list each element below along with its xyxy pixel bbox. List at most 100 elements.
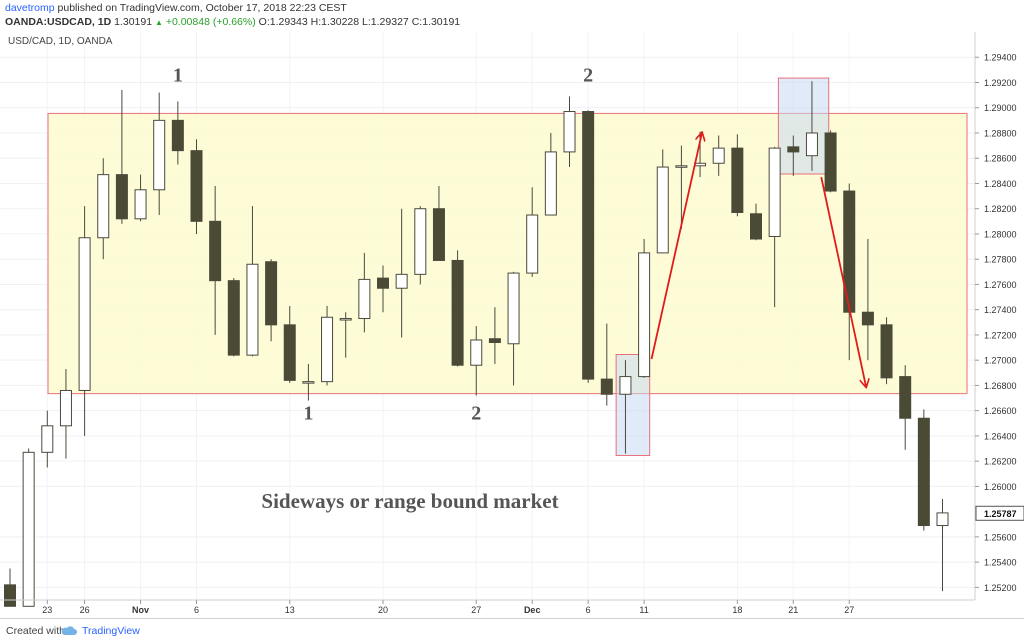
candle-bull [134,189,147,220]
chart-title: USD/CAD, 1D, OANDA [8,36,113,47]
candle-bear [209,220,222,282]
candle-bear [115,174,128,220]
swing-label: 1 [303,403,313,425]
author-link[interactable]: davetromp [5,2,55,14]
symbol-name: OANDA:USDCAD, 1D [5,16,112,28]
low-label: L: [362,16,371,28]
up-arrow-icon: ▲ [154,18,163,27]
y-tick-label: 1.25200 [984,583,1017,593]
candle-bull [97,174,110,239]
candle-bull [153,119,166,191]
created-with-label: Created with [6,625,65,637]
candle-bull [22,451,35,607]
candle-bull [768,147,781,237]
y-tick-label: 1.27000 [984,356,1017,366]
y-tick-label: 1.28800 [984,128,1017,138]
candle-bull [638,252,651,378]
y-tick-label: 1.27800 [984,255,1017,265]
y-tick-label: 1.25600 [984,532,1017,542]
candle-bear [600,378,613,395]
open-label: O: [258,16,270,28]
annotations: 1 2 1 2 [173,64,866,425]
swing-label: 2 [583,64,593,86]
candle-bear [917,417,930,527]
swing-label: 1 [173,64,183,86]
last-price-label: 1.25787 [984,509,1017,519]
candles [4,81,949,607]
candle-bear [488,338,501,344]
x-tick-label: 20 [378,605,388,615]
x-tick-label: 6 [586,605,591,615]
candle-bear [582,111,595,380]
candle-bull [675,165,688,168]
x-tick-label: Dec [524,605,541,615]
candle-bull [805,132,818,157]
y-tick-label: 1.26000 [984,482,1017,492]
x-axis[interactable]: 23 26 Nov 6 13 20 27 Dec 6 11 18 21 27 [42,600,854,615]
high-label: H: [310,16,322,28]
range-annotation: Sideways or range bound market [261,489,558,513]
x-tick-label: 21 [788,605,798,615]
candle-bear [880,324,893,379]
candle-bull [712,147,725,164]
candle-bull [321,316,334,383]
candle-bull [302,381,315,384]
low-value: 1.29327 [370,16,409,28]
candle-bull [358,278,371,320]
candle-bull [78,237,91,391]
high-value: 1.30228 [321,16,360,28]
x-tick-label: 13 [285,605,295,615]
price-change: +0.00848 (+0.66%) [165,16,256,28]
x-tick-label: 18 [732,605,742,615]
candle-bear [824,132,837,192]
candle-bull [414,208,427,275]
y-tick-label: 1.27200 [984,330,1017,340]
close-value: 1.30191 [422,16,461,28]
tradingview-link[interactable]: TradingView [82,625,140,637]
close-label: C: [411,16,423,28]
y-tick-label: 1.27400 [984,305,1017,315]
highlight-box [777,77,830,175]
candle-bear [265,261,278,326]
y-tick-label: 1.29200 [984,78,1017,88]
candle-bull [339,318,352,321]
trend-arrow [650,133,702,360]
y-tick-label: 1.26200 [984,457,1017,467]
open-value: 1.29343 [269,16,308,28]
candle-bull [395,273,408,289]
last-price-tag [975,505,1024,521]
candle-bull [563,111,576,153]
candle-bear [377,277,389,289]
x-tick-label: 23 [42,605,52,615]
candle-bear [227,280,240,356]
y-tick-label: 1.26600 [984,406,1017,416]
swing-label: 2 [471,403,481,425]
symbol-line: OANDA:USDCAD, 1D 1.30191 ▲ +0.00848 (+0.… [5,16,460,28]
x-tick-label: 27 [471,605,481,615]
candle-bear [190,150,203,222]
x-tick-label: 26 [80,605,90,615]
y-tick-label: 1.25400 [984,558,1017,568]
candle-bear [899,376,912,419]
publish-line: davetromp published on TradingView.com, … [5,2,347,14]
candle-bear [432,208,445,261]
candle-bull [526,214,539,274]
last-price: 1.30191 [114,16,153,28]
candle-bear [861,311,874,326]
candle-bear [451,259,464,366]
x-tick-label: 11 [639,605,648,615]
candle-bear [787,146,800,153]
y-tick-label: 1.29000 [984,103,1017,113]
candle-bull [619,376,632,395]
y-tick-label: 1.28200 [984,204,1017,214]
candle-bear [750,213,762,240]
candle-bull [544,151,557,216]
y-axis[interactable]: 1.29400 1.29200 1.29000 1.28800 1.28600 1.284… [975,53,1024,593]
candle-bull [936,512,949,527]
candle-bull [694,162,707,167]
y-tick-label: 1.28600 [984,154,1017,164]
candle-bear [4,584,16,607]
y-tick-label: 1.29400 [984,53,1017,63]
y-tick-label: 1.28000 [984,229,1017,239]
